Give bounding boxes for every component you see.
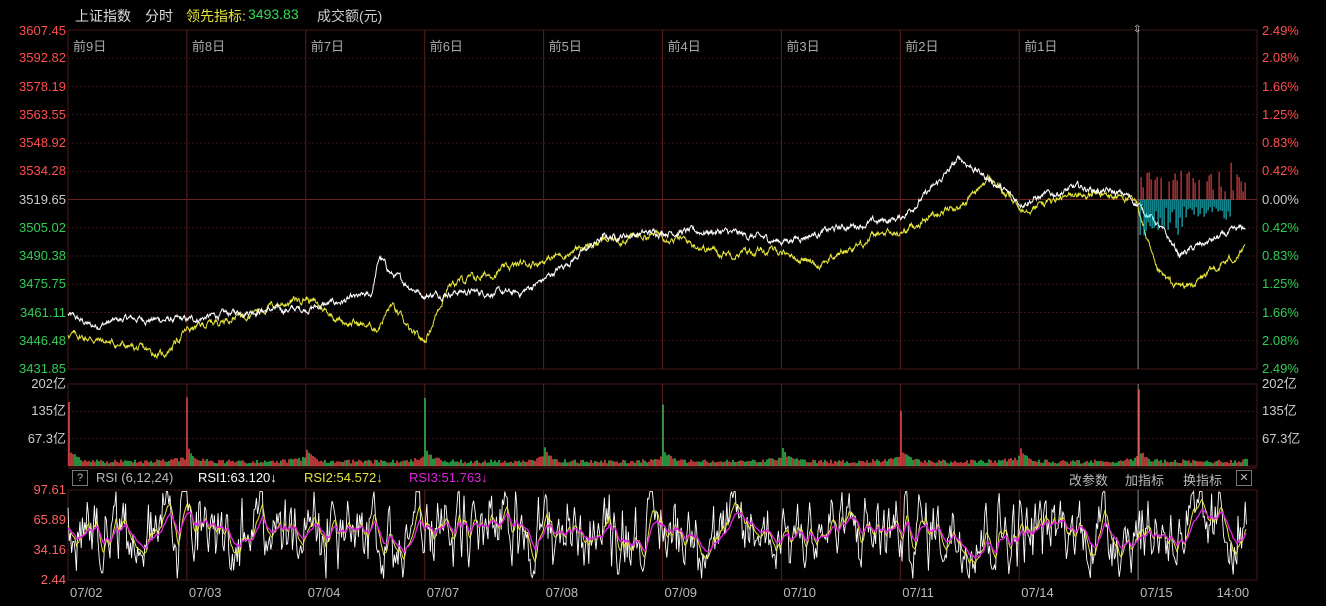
rsi-tick-label: 2.44 — [40, 572, 66, 587]
percent-tick-label: 0.42% — [1262, 219, 1299, 235]
rsi-tick-label: 97.61 — [33, 482, 66, 497]
leading-indicator-line — [67, 173, 1246, 360]
rsi2-line — [67, 498, 1247, 566]
time-axis-label: 07/02 — [70, 585, 103, 600]
time-axis-label: 07/14 — [1021, 585, 1054, 600]
percent-tick-label: 0.42% — [1262, 163, 1299, 179]
time-axis-label: 07/15 — [1140, 585, 1173, 600]
percent-tick-label: 1.25% — [1262, 106, 1299, 122]
leading-indicator-value: 3493.83 — [248, 6, 299, 22]
add-indicator-button[interactable]: 加指标 — [1125, 473, 1165, 488]
index-price-line — [67, 155, 1246, 331]
day-label: 前7日 — [310, 39, 345, 54]
day-label: 前5日 — [548, 39, 582, 54]
time-axis-label: 07/11 — [902, 585, 934, 600]
day-label: 前6日 — [429, 39, 463, 54]
percent-tick-label: 0.00% — [1262, 191, 1299, 207]
day-label: 前4日 — [667, 39, 701, 54]
percent-tick-label: 0.83% — [1262, 135, 1299, 150]
percent-tick-label: 2.49% — [1262, 361, 1299, 376]
price-tick-label: 3461.11 — [19, 304, 66, 320]
price-tick-label: 3548.92 — [19, 135, 66, 150]
time-axis-label: 07/09 — [664, 585, 698, 600]
price-tick-label: 3446.48 — [19, 332, 66, 348]
rsi-help-button[interactable]: ? — [72, 470, 88, 486]
time-axis-label: 07/03 — [188, 585, 222, 600]
rsi2-value: RSI2:54.572↓ — [304, 470, 383, 485]
price-tick-label: 3592.82 — [19, 50, 66, 66]
volume-tick-label: 202亿 — [31, 376, 66, 391]
time-mode[interactable]: 分时 — [145, 8, 173, 24]
volume-title: 成交额(元) — [317, 8, 383, 24]
volume-tick-label: 135亿 — [31, 403, 66, 419]
time-axis-label: 07/04 — [307, 585, 341, 600]
rsi-params[interactable]: RSI (6,12,24) — [96, 470, 174, 485]
time-axis-label: 07/10 — [783, 585, 816, 600]
volume-tick-label-right: 202亿 — [1262, 376, 1297, 391]
volume-tick-label-right: 67.3亿 — [1262, 430, 1301, 446]
day-label: 前8日 — [191, 39, 226, 54]
price-tick-label: 3607.45 — [19, 23, 66, 38]
day-label: 前2日 — [905, 39, 939, 54]
rsi1-value: RSI1:63.120↓ — [198, 470, 277, 485]
percent-tick-label: 2.08% — [1262, 50, 1299, 66]
rsi1-line — [67, 490, 1247, 579]
switch-indicator-button[interactable]: 换指标 — [1183, 473, 1223, 488]
percent-tick-label: 1.66% — [1262, 304, 1299, 320]
rsi3-line — [67, 508, 1247, 560]
percent-tick-label: 1.66% — [1262, 78, 1299, 94]
price-tick-label: 3578.19 — [19, 78, 66, 94]
price-tick-label: 3519.65 — [19, 191, 66, 207]
rsi3-value: RSI3:51.763↓ — [409, 470, 488, 485]
time-axis-label: 07/08 — [545, 585, 579, 600]
rsi-tick-label: 34.16 — [33, 542, 66, 557]
volume-tick-label-right: 135亿 — [1262, 403, 1297, 419]
price-tick-label: 3490.38 — [19, 248, 66, 263]
percent-tick-label: 2.49% — [1262, 23, 1299, 38]
day-label: 前1日 — [1024, 39, 1058, 54]
index-name[interactable]: 上证指数 — [75, 8, 131, 24]
leading-indicator-label: 领先指标: — [186, 8, 246, 24]
price-tick-label: 3431.85 — [19, 361, 66, 376]
price-tick-label: 3534.28 — [19, 163, 66, 179]
close-icon[interactable]: ✕ — [1236, 470, 1252, 486]
change-params-button[interactable]: 改参数 — [1069, 473, 1109, 488]
day-label: 前9日 — [73, 39, 107, 54]
price-tick-label: 3563.55 — [19, 106, 66, 122]
percent-tick-label: 1.25% — [1262, 276, 1299, 292]
time-axis-label: 14:00 — [1216, 585, 1250, 600]
price-tick-label: 3475.75 — [19, 276, 66, 292]
percent-tick-label: 0.83% — [1262, 248, 1299, 263]
time-axis-label: 07/07 — [426, 585, 460, 600]
crosshair-handle-icon[interactable]: ⇳ — [1133, 24, 1142, 35]
rsi-tick-label: 65.89 — [33, 512, 66, 527]
day-label: 前3日 — [786, 39, 820, 54]
price-tick-label: 3505.02 — [19, 219, 66, 235]
volume-tick-label: 67.3亿 — [27, 430, 66, 446]
percent-tick-label: 2.08% — [1262, 332, 1299, 348]
